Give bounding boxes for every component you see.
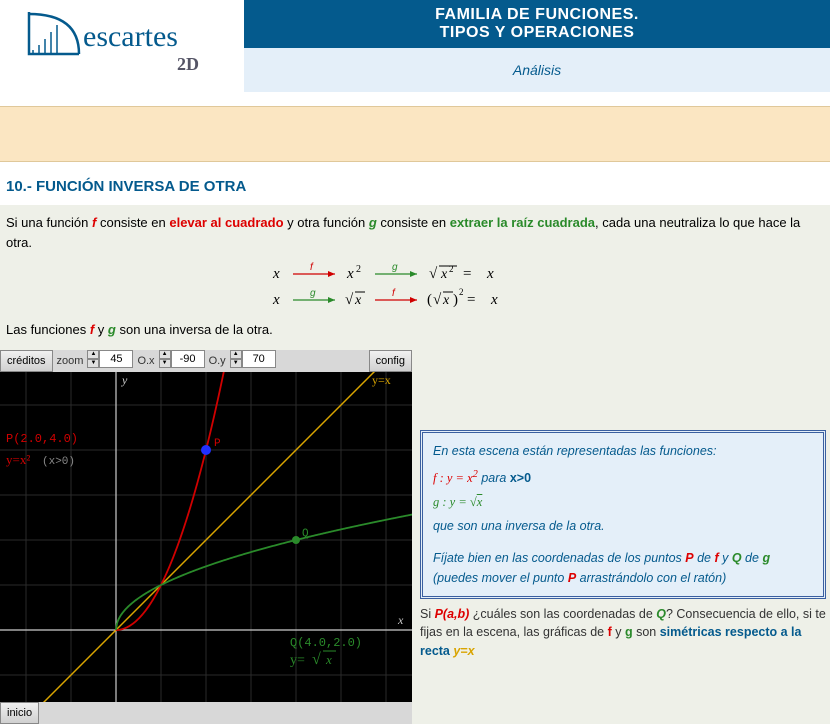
math-diagram: x f x 2 g √ x 2 = x x g √ x f ( [6,260,824,312]
oy-spinner[interactable]: ▲▼ [230,350,242,372]
zoom-up-icon[interactable]: ▲ [87,350,99,359]
svg-text:f: f [310,262,314,273]
info-box: En esta escena están representadas las f… [420,430,826,599]
svg-text:x: x [486,266,494,282]
zoom-spinner[interactable]: ▲▼ [87,350,99,372]
section-title: 10.- FUNCIÓN INVERSA DE OTRA [0,162,830,205]
svg-text:y=x²: y=x² [6,452,30,467]
svg-text:): ) [453,292,458,308]
svg-text:=: = [467,292,475,308]
ox-input[interactable] [171,350,205,368]
info-line2: que son una inversa de la otra. [433,516,813,536]
svg-text:P(2.0,4.0): P(2.0,4.0) [6,432,78,446]
content-row: créditos zoom ▲▼ O.x ▲▼ O.y ▲▼ config xy… [0,350,830,724]
zoom-down-icon[interactable]: ▼ [87,359,99,368]
title-line2: TIPOS Y OPERACIONES [244,24,830,42]
logo: escartes 2D [0,0,244,90]
svg-text:y=x: y=x [372,373,391,387]
svg-text:y=: y= [290,653,305,668]
oy-down-icon[interactable]: ▼ [230,359,242,368]
svg-text:=: = [463,266,471,282]
graph-panel: créditos zoom ▲▼ O.x ▲▼ O.y ▲▼ config xy… [0,350,412,724]
ox-down-icon[interactable]: ▼ [159,359,171,368]
svg-text:g: g [392,262,398,273]
ox-label: O.x [133,350,158,372]
svg-text:√: √ [433,292,442,308]
inicio-button[interactable]: inicio [0,702,39,724]
svg-text:x: x [325,652,332,667]
svg-text:f: f [392,288,396,299]
svg-text:escartes: escartes [83,20,178,53]
svg-text:2: 2 [356,264,361,275]
title-line1: FAMILIA DE FUNCIONES. [244,6,830,24]
config-button[interactable]: config [369,350,412,372]
info-g-expr: g : y = √x [433,495,482,509]
graph-toolbar: créditos zoom ▲▼ O.x ▲▼ O.y ▲▼ config [0,350,412,372]
svg-text:x: x [490,292,498,308]
plot-area[interactable]: x y y=x P P(2.0,4.0) Q Q(4.0,2.0) y=x² (x>0) y= √ x [0,372,412,702]
svg-text:x: x [397,613,404,627]
info-line1: En esta escena están representadas las f… [433,441,813,461]
intro-text: Si una función f consiste en elevar al c… [0,205,830,350]
svg-text:2: 2 [459,287,464,297]
svg-text:y: y [121,373,128,387]
svg-text:x: x [442,293,450,308]
zoom-input[interactable] [99,350,133,368]
svg-text:x: x [272,266,280,282]
graph-bottom-bar: inicio [0,702,412,724]
svg-text:2D: 2D [177,54,199,74]
svg-text:√: √ [429,266,438,282]
svg-text:Q(4.0,2.0): Q(4.0,2.0) [290,636,362,650]
creditos-button[interactable]: créditos [0,350,53,372]
svg-text:2: 2 [449,264,454,274]
svg-text:√: √ [312,651,321,668]
info-f-expr: f : y = x2 [433,471,478,485]
ox-spinner[interactable]: ▲▼ [159,350,171,372]
svg-text:x: x [272,292,280,308]
svg-text:x: x [354,293,362,308]
below-text: Si P(a,b) ¿cuáles son las coordenadas de… [420,605,826,661]
svg-text:Q: Q [302,528,309,540]
descartes-logo-icon: escartes 2D [17,10,227,80]
ox-up-icon[interactable]: ▲ [159,350,171,359]
side-panel: En esta escena están representadas las f… [412,350,830,724]
svg-text:g: g [310,288,316,299]
svg-text:x: x [440,267,448,282]
header: escartes 2D FAMILIA DE FUNCIONES. TIPOS … [0,0,830,92]
oy-up-icon[interactable]: ▲ [230,350,242,359]
decor-band [0,106,830,162]
info-line3: Fíjate bien en las coordenadas de los pu… [433,548,813,588]
oy-label: O.y [205,350,230,372]
svg-text:P: P [214,438,221,450]
svg-text:√: √ [345,292,354,308]
oy-input[interactable] [242,350,276,368]
zoom-label: zoom [53,350,88,372]
page-title: FAMILIA DE FUNCIONES. TIPOS Y OPERACIONE… [244,0,830,48]
svg-text:x: x [346,266,354,282]
svg-text:(x>0): (x>0) [42,456,75,468]
header-right: FAMILIA DE FUNCIONES. TIPOS Y OPERACIONE… [244,0,830,92]
plot-svg[interactable]: x y y=x P P(2.0,4.0) Q Q(4.0,2.0) y=x² (x>0) y= √ x [0,372,412,702]
page-subtitle: Análisis [244,48,830,92]
svg-text:(: ( [427,292,432,308]
